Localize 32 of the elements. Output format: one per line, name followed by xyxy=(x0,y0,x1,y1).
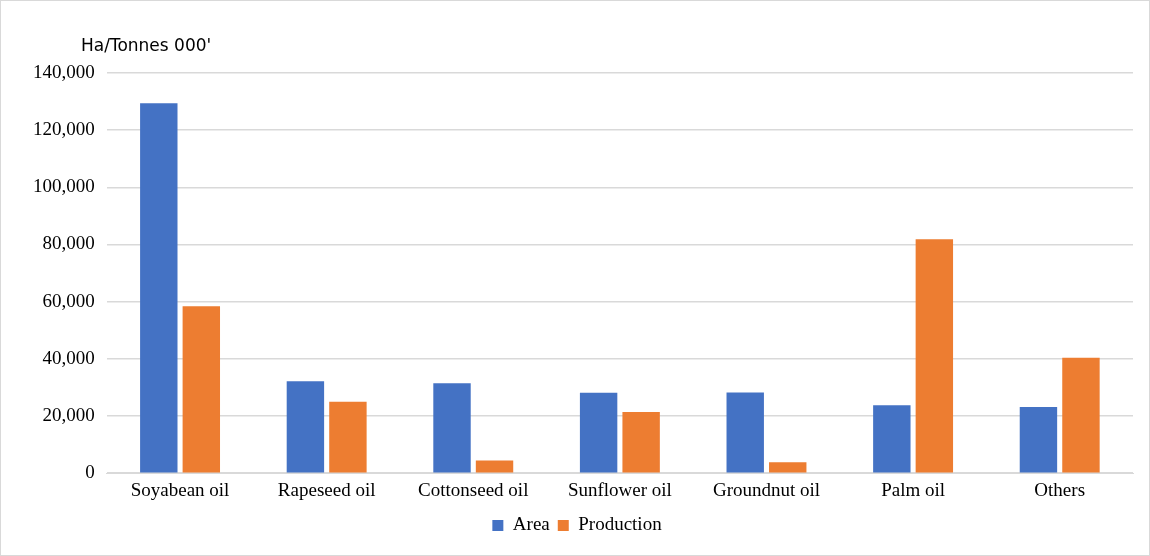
x-tick-label: Rapeseed oil xyxy=(277,478,376,500)
x-tick-label: Palm oil xyxy=(881,478,946,500)
y-tick-label: 100,000 xyxy=(33,175,95,197)
y-tick-label: 0 xyxy=(85,461,95,483)
bar xyxy=(475,460,514,473)
bar xyxy=(140,103,178,473)
legend-label: Area xyxy=(512,513,551,535)
bar xyxy=(873,405,911,473)
bar xyxy=(915,239,954,473)
bar xyxy=(286,381,325,473)
bar xyxy=(622,412,660,473)
bar xyxy=(433,383,471,473)
x-tick-label: Sunflower oil xyxy=(567,478,672,500)
bar xyxy=(579,392,618,473)
bar xyxy=(329,401,367,473)
y-tick-label: 80,000 xyxy=(42,232,95,254)
y-tick-label: 140,000 xyxy=(33,60,95,82)
x-tick-label: Soyabean oil xyxy=(130,478,230,500)
legend-label: Production xyxy=(578,513,663,535)
bar xyxy=(769,462,807,473)
y-tick-label: 40,000 xyxy=(42,346,95,368)
y-tick-label: 20,000 xyxy=(42,404,95,426)
x-tick-label: Others xyxy=(1034,478,1086,500)
bar xyxy=(726,392,764,473)
bar xyxy=(1019,406,1058,473)
x-tick-label: Groundnut oil xyxy=(712,478,821,500)
y-tick-label: 120,000 xyxy=(33,118,95,140)
bar xyxy=(182,306,221,473)
y-tick-label: 60,000 xyxy=(42,289,95,311)
x-tick-label: Cottonseed oil xyxy=(418,478,529,500)
y-axis-title: Ha/Tonnes 000' xyxy=(81,35,212,55)
bar xyxy=(1062,357,1100,473)
